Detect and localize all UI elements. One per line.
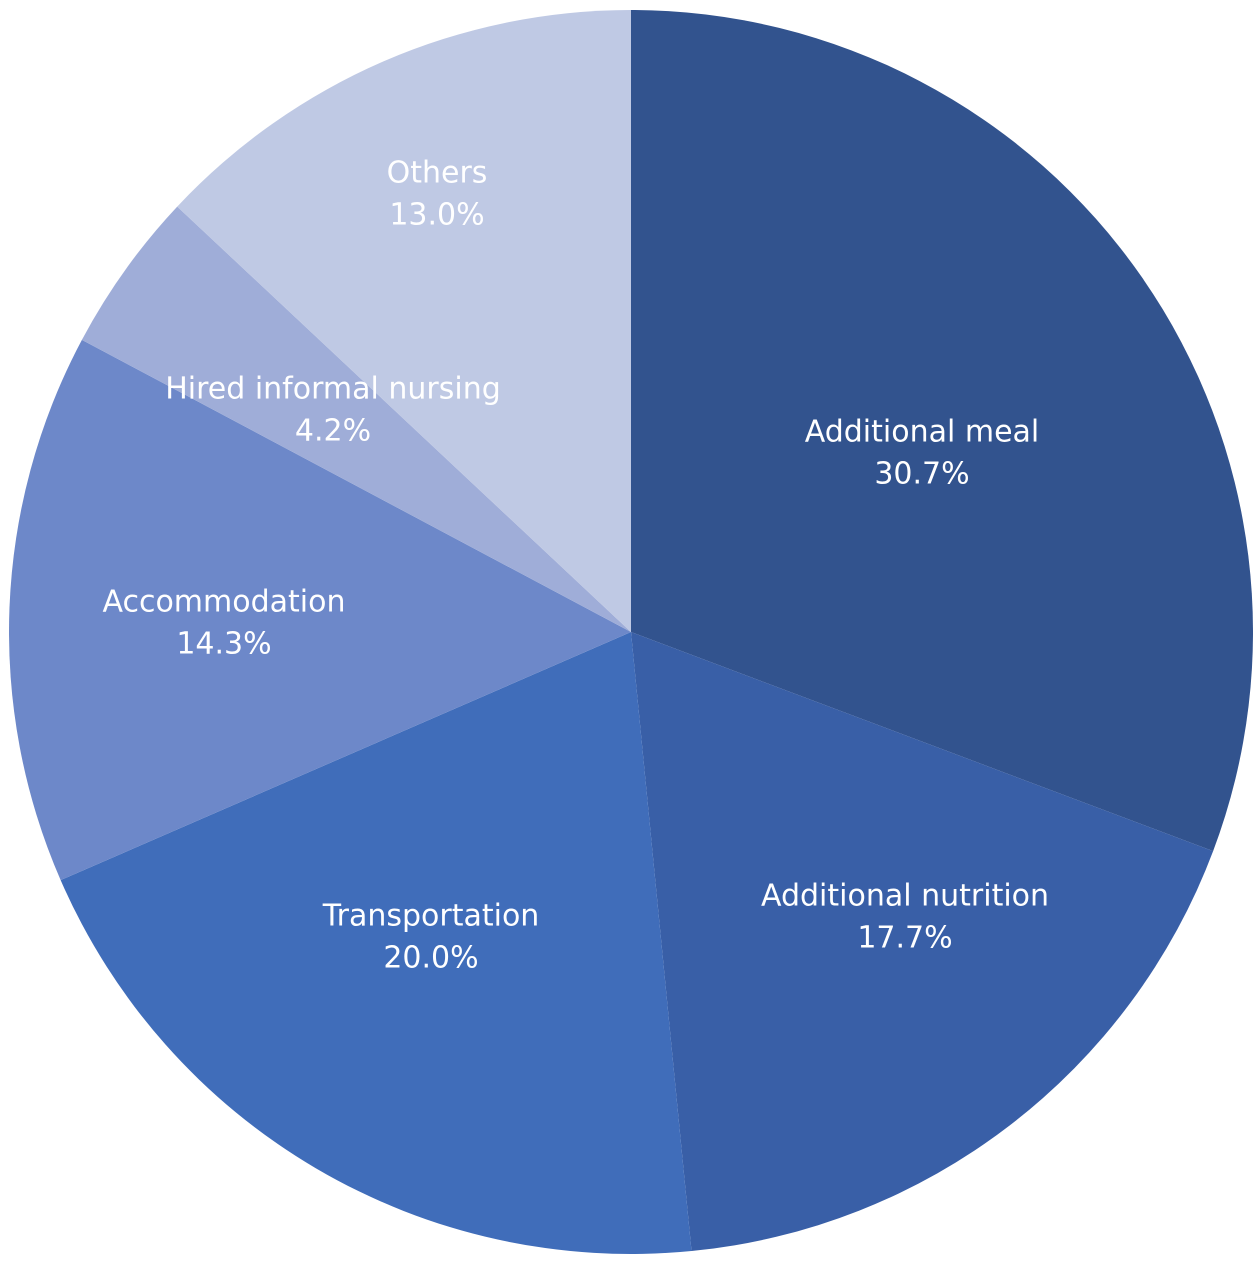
pie-slice-others xyxy=(177,10,631,632)
pie-slice-transportation xyxy=(60,632,692,1254)
slice-value-accommodation: 14.3% xyxy=(176,627,271,662)
pie-slice-additional-nutrition xyxy=(631,632,1214,1252)
slice-value-transportation: 20.0% xyxy=(383,941,478,976)
pie-slice-hired-informal-nursing xyxy=(81,206,632,632)
slice-value-additional-nutrition: 17.7% xyxy=(857,921,952,956)
pie-slices xyxy=(9,10,1253,1254)
pie-labels: Additional meal 30.7% Additional nutrition… xyxy=(102,156,1049,976)
slice-label-hired-informal-nursing: Hired informal nursing xyxy=(165,372,501,407)
slice-label-others: Others xyxy=(387,156,488,191)
slice-label-transportation: Transportation xyxy=(322,899,540,934)
pie-slice-additional-meal xyxy=(631,10,1253,852)
slice-value-hired-informal-nursing: 4.2% xyxy=(295,414,371,449)
pie-slice-accommodation xyxy=(9,339,632,881)
slice-value-additional-meal: 30.7% xyxy=(874,457,969,492)
slice-label-additional-nutrition: Additional nutrition xyxy=(761,879,1049,914)
slice-value-others: 13.0% xyxy=(389,198,484,233)
slice-label-accommodation: Accommodation xyxy=(102,585,345,620)
slice-label-additional-meal: Additional meal xyxy=(805,415,1040,450)
